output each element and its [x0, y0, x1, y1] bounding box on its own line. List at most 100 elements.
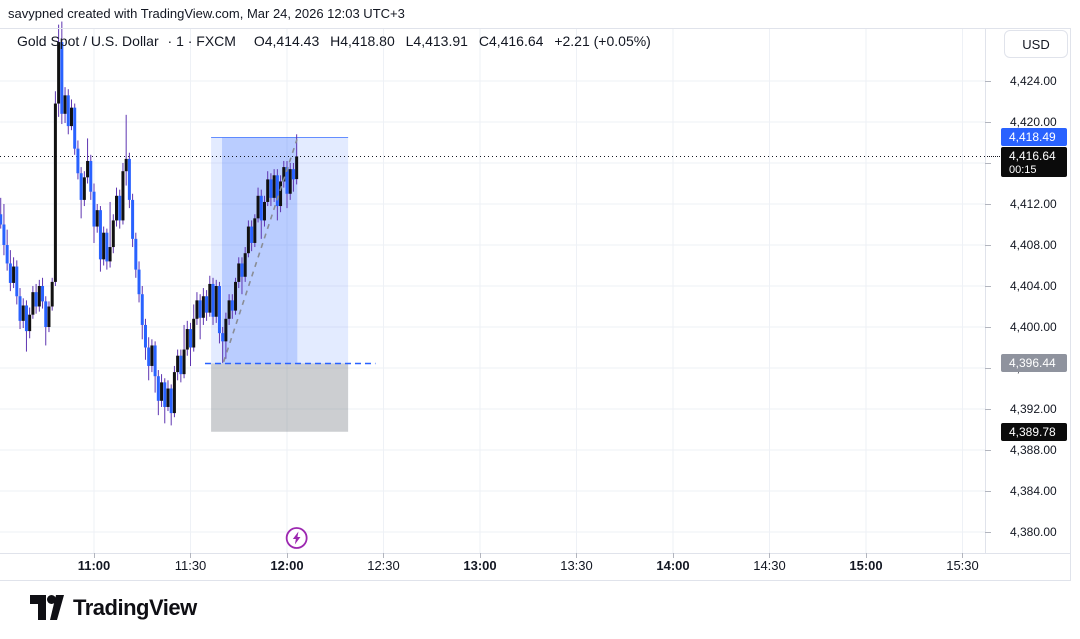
candle-down [127, 158, 131, 200]
time-tick-mark [479, 553, 481, 558]
candle-up [12, 266, 16, 283]
candle-up [69, 107, 73, 127]
time-tick-mark [769, 553, 770, 558]
candle-down [291, 169, 295, 180]
price-tick-label: 4,412.00 [1010, 197, 1057, 211]
time-axis-border[interactable] [0, 553, 1070, 554]
time-tick-mark [865, 553, 867, 558]
candle-up [160, 382, 164, 401]
candle-up [172, 372, 176, 414]
candle-down [211, 283, 215, 317]
long-position-profit-zone[interactable] [211, 137, 349, 364]
candle-up [182, 349, 186, 375]
price-tick-mark [985, 490, 991, 492]
time-tick-mark [576, 553, 577, 558]
tradingview-logo-icon [30, 595, 64, 620]
candle-down [79, 173, 83, 200]
price-tick-label: 4,420.00 [1010, 115, 1057, 129]
price-tick-label: 4,404.00 [1010, 279, 1057, 293]
chart-pane[interactable] [0, 0, 985, 553]
tradingview-logo-text: TradingView [73, 594, 197, 620]
candle-up [95, 210, 99, 227]
candle-up [150, 345, 154, 366]
price-tick-mark [985, 244, 991, 246]
time-tick-mark [672, 553, 674, 558]
price-label-entry: 4,396.44 [1001, 354, 1067, 373]
time-tick-label: 11:00 [77, 558, 111, 573]
long-position-stop-zone[interactable] [211, 363, 349, 432]
candle-up [272, 175, 276, 198]
candle-up [166, 388, 170, 407]
attribution-text: savypned created with TradingView.com, M… [8, 6, 405, 21]
time-tick-mark [286, 553, 288, 558]
candle-down [137, 269, 141, 295]
candle-up [288, 169, 292, 194]
candle-down [98, 210, 102, 260]
candle-up [295, 156, 299, 180]
price-tick-mark [985, 285, 991, 287]
candle-down [66, 95, 70, 127]
currency-button[interactable]: USD [1004, 30, 1068, 58]
candle-down [140, 294, 144, 325]
candle-up [279, 181, 283, 207]
price-tick-label: 4,424.00 [1010, 74, 1057, 88]
candle-down [217, 286, 221, 334]
price-tick-label: 4,408.00 [1010, 238, 1057, 252]
ohlc-high: H4,418.80 [330, 33, 395, 49]
candle-down [131, 199, 135, 239]
candle-up [195, 300, 199, 319]
candle-down [269, 179, 273, 198]
countdown-timer: 00:15 [1009, 164, 1037, 177]
candle-down [189, 329, 192, 348]
candle-down [34, 292, 38, 307]
candle-up [224, 318, 228, 342]
candle-up [234, 281, 238, 311]
price-tick-mark [985, 408, 991, 410]
candle-down [18, 296, 22, 321]
ohlc-change: +2.21 (+0.05%) [554, 33, 651, 49]
candle-down [285, 167, 289, 194]
price-tick-mark [985, 367, 991, 369]
candle-up [108, 247, 112, 262]
time-tick-label: 12:00 [270, 558, 304, 573]
price-tick-mark [985, 449, 991, 451]
symbol-title[interactable]: Gold Spot / U.S. Dollar [17, 33, 159, 49]
candle-up [57, 42, 61, 104]
candle-up [37, 286, 41, 307]
candle-down [147, 347, 151, 366]
candle-up [246, 226, 250, 254]
tradingview-footer-logo[interactable]: TradingView [30, 594, 197, 621]
candle-up [237, 263, 241, 282]
candle-up [111, 220, 115, 248]
time-tick-label: 14:00 [656, 558, 690, 573]
candle-up [266, 179, 270, 202]
candle-down [41, 286, 45, 302]
candle-up [115, 195, 119, 221]
ohlc-open: O4,414.43 [253, 33, 320, 49]
candle-down [153, 345, 157, 377]
time-tick-label: 15:00 [849, 558, 883, 573]
candle-down [0, 214, 3, 225]
candle-up [262, 201, 266, 221]
candle-down [73, 107, 77, 149]
candle-up [176, 355, 180, 373]
candle-down [143, 324, 147, 348]
price-tick-mark [985, 80, 991, 82]
candle-up [102, 232, 106, 260]
candle-down [179, 355, 183, 375]
price-tick-mark [985, 121, 991, 123]
time-tick-label: 13:30 [560, 558, 593, 573]
time-tick-label: 14:30 [753, 558, 786, 573]
candle-up [243, 253, 247, 277]
candle-down [221, 333, 225, 342]
candle-up [82, 177, 86, 200]
candle-up [208, 283, 212, 313]
candle-up [63, 95, 67, 114]
candle-down [275, 175, 279, 207]
price-axis-border[interactable] [985, 28, 986, 553]
candle-up [192, 318, 196, 348]
candle-up [201, 296, 205, 318]
candle-down [250, 226, 254, 243]
candle-down [163, 382, 167, 407]
